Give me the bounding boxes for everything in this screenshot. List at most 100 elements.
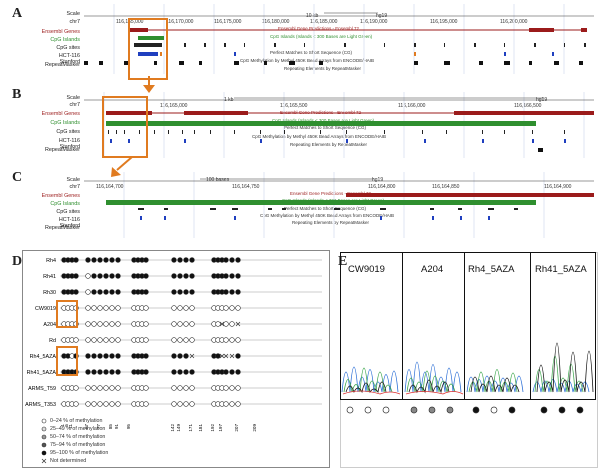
cpg-dot — [109, 353, 115, 359]
legend: 0–24 % of methylation 25–49 % of methyla… — [40, 418, 200, 466]
cpg-dot — [177, 369, 183, 375]
cpg-dot — [73, 401, 79, 407]
cpg-dot — [189, 321, 195, 327]
sample-label: Rh41_5AZA — [27, 370, 57, 376]
cpg-dot — [235, 273, 241, 279]
lollipop-plot: Rh4 Rh41 Rh30 CW9019 A204 Rd Rh4_5AZA Rh41_5AZA… — [25, 257, 322, 432]
assembly-c: hg19 — [372, 177, 384, 183]
cpg-dot — [109, 337, 115, 343]
cpg-position-label: 171 — [188, 424, 193, 432]
cpg-marker — [490, 406, 498, 414]
cpg-marker — [410, 406, 418, 414]
cpg-dot — [85, 321, 91, 327]
cpg-dot — [235, 369, 241, 375]
cpg-dot — [183, 305, 189, 311]
track-title-repeatmasker-a: Repeating Elements by RepeatMasker — [284, 66, 362, 71]
highlight-box-a — [128, 18, 168, 80]
cpg-position-label: 181 — [198, 424, 203, 432]
cpg-dot — [109, 401, 115, 407]
cpg-dot — [115, 289, 121, 295]
coord-c-2: 116,164,800 — [368, 184, 396, 190]
highlight-box-b — [102, 96, 148, 158]
cpg-marker — [428, 406, 436, 414]
cpg-dot — [143, 385, 149, 391]
cpg-position-label: 207 — [234, 424, 239, 432]
cpg-dot — [73, 257, 79, 263]
legend-item-5: Not determined — [50, 458, 87, 464]
cpg-dot — [115, 337, 121, 343]
track-title-cpg-sites-a: Perfect Matches to Short Sequence (CG) — [270, 50, 353, 55]
cpg-dot — [177, 257, 183, 263]
sample-label: Rh4 — [46, 258, 56, 264]
track-label-cpg-islands-c: CpG Islands — [50, 201, 80, 207]
cpg-dot — [91, 289, 97, 295]
cpg-dot — [189, 305, 195, 311]
chrom-label-a: chr7 — [69, 19, 81, 25]
cpg-dot — [91, 401, 97, 407]
coord-a-5: 116,190,000 — [360, 19, 388, 25]
cpg-position-label: 5 — [64, 424, 69, 427]
browser-a-tracks — [84, 4, 594, 74]
cpg-dot — [235, 257, 241, 263]
cpg-not-determined — [219, 321, 225, 327]
cpg-dot — [73, 289, 79, 295]
cpg-dot — [143, 305, 149, 311]
cpg-dot — [235, 401, 241, 407]
cpg-dot — [85, 257, 91, 263]
cpg-dot — [85, 385, 91, 391]
sample-label: Rh4_5AZA — [30, 354, 57, 360]
track-label-cpg-sites-c: CpG sites — [56, 209, 80, 215]
cpg-dot — [97, 401, 103, 407]
cpg-marker — [508, 406, 516, 414]
cpg-dot — [91, 305, 97, 311]
chrom-label-b: chr7 — [69, 102, 81, 108]
track-title-ensembl-c: Ensembl Gene Predictions - Ensembl 72 — [290, 191, 372, 196]
cpg-dot — [229, 273, 235, 279]
cpg-position-label: 149 — [176, 424, 181, 432]
scale-label-b: Scale — [66, 95, 81, 101]
cpg-dot — [103, 337, 109, 343]
track-title-cpg-islands-a: CpG Islands (Islands < 300 Bases are Lig… — [270, 34, 373, 39]
cpg-position-label: 85 — [108, 424, 113, 430]
cpg-not-determined — [189, 353, 195, 359]
cpg-dot — [183, 257, 189, 263]
cpg-dot — [115, 369, 121, 375]
cpg-dot — [183, 401, 189, 407]
track-label-ensembl-c: Ensembl Genes — [41, 193, 80, 199]
cpg-dot — [97, 305, 103, 311]
cpg-position-label: 197 — [218, 424, 223, 432]
sample-label: Rd — [49, 338, 56, 344]
cpg-dot — [91, 353, 97, 359]
cpg-dot — [115, 321, 121, 327]
track-title-hct116-b: CpG Methylation by Methyl 450K Bead Arra… — [252, 134, 387, 139]
cpg-dot — [229, 321, 235, 327]
seq-divider-2 — [464, 252, 465, 400]
cpg-dot — [235, 353, 241, 359]
sample-label: ARMS_T59 — [28, 386, 56, 392]
cpg-dot — [109, 289, 115, 295]
cpg-dot — [235, 305, 241, 311]
cpg-dot — [177, 401, 183, 407]
cpg-dot — [229, 337, 235, 343]
cpg-position-label: 77 — [96, 424, 101, 430]
cpg-dot — [223, 385, 229, 391]
cpg-dot — [223, 257, 229, 263]
cpg-dot — [215, 321, 221, 327]
cpg-dot — [97, 385, 103, 391]
track-label-cpg-islands-a: CpG Islands — [50, 37, 80, 43]
cpg-dot — [177, 305, 183, 311]
highlight-box-d-bottom — [56, 346, 78, 376]
cpg-dot — [223, 337, 229, 343]
cpg-dot — [85, 273, 91, 279]
sample-label: CW9019 — [35, 306, 56, 312]
seq-label-a204: A204 — [421, 264, 444, 275]
seq-divider-3 — [530, 252, 531, 400]
coord-a-4: 116,185,000 — [310, 19, 338, 25]
cpg-not-determined — [223, 353, 229, 359]
cpg-dot — [103, 273, 109, 279]
cpg-dot — [171, 385, 177, 391]
cpg-position-label: 67 — [84, 424, 89, 430]
coord-a-3: 116,180,000 — [262, 19, 290, 25]
cpg-dot — [85, 289, 91, 295]
cpg-dot — [103, 353, 109, 359]
